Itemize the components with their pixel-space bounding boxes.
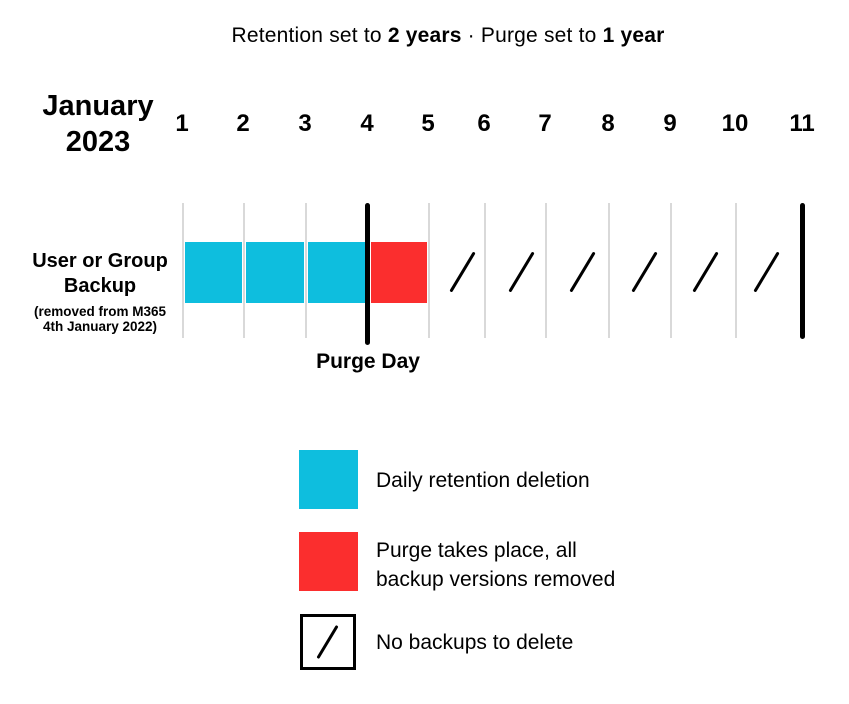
legend-swatch-no-backups	[300, 614, 356, 670]
no-backup-slash-day-7	[569, 251, 596, 293]
day-label-2: 2	[236, 110, 250, 137]
row-label-line1: User or Group	[32, 250, 168, 272]
purge-day-marker	[365, 203, 370, 345]
row-label: User or Group Backup (removed from M365 …	[18, 249, 182, 334]
row-label-line2: Backup	[63, 275, 137, 297]
day-label-11: 11	[789, 110, 815, 137]
month-label: January 2023	[28, 88, 168, 160]
title-purge-value: 1 year	[602, 24, 665, 47]
day-label-7: 7	[538, 110, 552, 137]
legend-swatch-daily-retention	[299, 450, 358, 509]
legend-label-purge: Purge takes place, all backup versions r…	[376, 536, 615, 594]
day-label-8: 8	[601, 110, 615, 137]
month-name: January	[42, 90, 154, 122]
legend-label-purge-line2: backup versions removed	[376, 568, 616, 591]
purge-bar	[371, 242, 428, 303]
purge-day-label: Purge Day	[316, 350, 420, 373]
day-label-9: 9	[663, 110, 677, 137]
end-of-window-marker	[800, 203, 805, 339]
legend-label-purge-line1: Purge takes place, all	[376, 539, 577, 562]
slash-icon	[316, 624, 339, 660]
gridline-day-7	[544, 203, 548, 338]
day-label-10: 10	[721, 110, 749, 137]
no-backup-slash-day-8	[631, 251, 658, 293]
legend-swatch-purge	[299, 532, 358, 591]
legend-label-no-backups: No backups to delete	[376, 631, 574, 654]
no-backup-slash-day-5	[449, 251, 476, 293]
day-label-1: 1	[175, 110, 189, 137]
gridline-day-1	[181, 203, 185, 338]
title-retention-value: 2 years	[387, 24, 462, 47]
no-backup-slash-day-6	[508, 251, 535, 293]
gridline-day-3	[304, 203, 308, 338]
day-label-4: 4	[360, 110, 374, 137]
gridline-day-6	[483, 203, 487, 338]
no-backup-slash-day-9	[692, 251, 719, 293]
day-label-5: 5	[421, 110, 435, 137]
no-backup-slash-day-10	[753, 251, 780, 293]
gridline-day-10	[734, 203, 738, 338]
gridline-day-8	[607, 203, 611, 338]
title-part2: · Purge set to	[461, 24, 603, 47]
legend-label-daily-retention: Daily retention deletion	[376, 469, 590, 492]
row-sublabel-line1: (removed from M365	[33, 304, 167, 319]
day-label-3: 3	[298, 110, 312, 137]
gridline-day-2	[242, 203, 246, 338]
gridline-day-9	[669, 203, 673, 338]
diagram-title: Retention set to 2 years · Purge set to …	[98, 24, 798, 48]
row-sublabel-line2: 4th January 2022)	[42, 318, 158, 334]
month-year: 2023	[65, 126, 131, 158]
title-part1: Retention set to	[231, 24, 388, 47]
day-label-6: 6	[477, 110, 491, 137]
gridline-day-5	[427, 203, 431, 338]
daily-retention-bar	[183, 242, 366, 303]
